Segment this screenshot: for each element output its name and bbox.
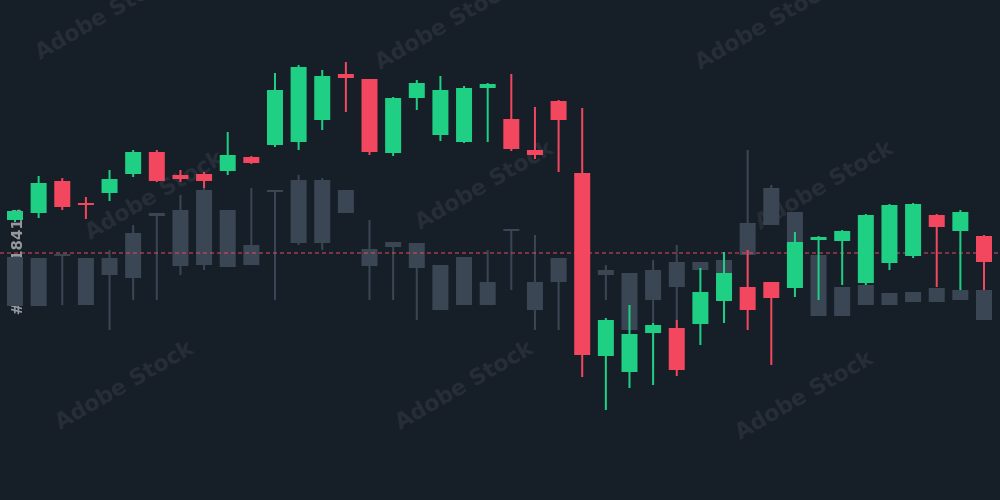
candle-body (101, 179, 118, 193)
candle-body (243, 245, 260, 265)
candle-body (172, 175, 189, 179)
candle-body (810, 237, 827, 240)
candle-body (314, 180, 331, 243)
candle-body (266, 190, 283, 192)
candle-body (716, 273, 733, 301)
candle-body (196, 174, 213, 181)
candle-body (952, 212, 969, 231)
candle-body (125, 233, 142, 278)
candle-body (952, 290, 969, 300)
candle-body (77, 203, 94, 205)
candle-body (857, 215, 874, 283)
candle-body (408, 83, 425, 98)
candle-body (739, 223, 756, 255)
candle-body (574, 173, 591, 355)
candle-body (456, 257, 473, 305)
candle-body (337, 74, 354, 78)
candle-body (148, 152, 165, 181)
candle-body (77, 258, 94, 305)
candle-body (692, 292, 709, 324)
candle-body (30, 183, 47, 213)
candle-body (739, 287, 756, 310)
candle-body (786, 242, 803, 288)
candle-body (30, 258, 47, 306)
candle-body (290, 67, 307, 142)
candle-body (101, 258, 118, 275)
candle-body (550, 101, 567, 120)
candle-body (7, 211, 23, 220)
candle-body (526, 150, 543, 155)
candle-body (881, 293, 898, 305)
candle-body (668, 328, 685, 370)
candle-body (361, 79, 378, 152)
candle-body (125, 152, 142, 174)
candle-body (692, 262, 709, 270)
candle-body (219, 210, 236, 267)
candle-body (54, 254, 71, 256)
candle-body (645, 270, 662, 300)
candle-body (928, 215, 945, 227)
candle-body (621, 334, 638, 372)
candle-body (266, 90, 283, 145)
candle-body (196, 190, 213, 265)
candle-body (479, 84, 496, 88)
candle-body (857, 285, 874, 305)
candle-body (834, 287, 851, 316)
candle-body (597, 320, 614, 356)
candle-body (881, 205, 898, 263)
candle-body (550, 258, 567, 282)
candle-body (905, 204, 922, 256)
candle-body (172, 210, 189, 266)
candle-body (621, 273, 638, 330)
candle-body (385, 242, 402, 247)
candle-body (668, 262, 685, 287)
candle-body (763, 188, 780, 225)
candle-body (645, 325, 662, 333)
candle-body (503, 229, 520, 231)
candle-body (597, 270, 614, 275)
candle-body (834, 231, 851, 241)
candle-body (503, 119, 520, 149)
candle-body (526, 282, 543, 310)
candle-body (219, 155, 236, 171)
candle-body (337, 190, 354, 213)
candle-body (763, 282, 780, 298)
candle-body (408, 243, 425, 268)
candle-body (456, 88, 473, 142)
candle-body (361, 249, 378, 266)
candle-body (243, 157, 260, 163)
candle-body (7, 257, 23, 306)
candle-body (976, 290, 992, 320)
candle-body (905, 292, 922, 302)
candle-body (432, 265, 449, 310)
candle-body (290, 180, 307, 243)
candle-body (385, 98, 402, 153)
candle-body (148, 213, 165, 216)
candle-body (314, 76, 331, 120)
candle-body (479, 282, 496, 305)
candle-body (432, 90, 449, 135)
candle-body (976, 236, 992, 262)
candle-body (54, 181, 71, 207)
candle-body (928, 288, 945, 302)
